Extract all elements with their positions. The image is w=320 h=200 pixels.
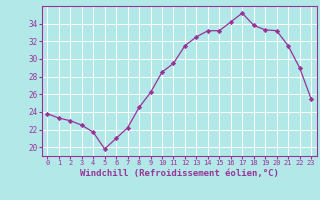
X-axis label: Windchill (Refroidissement éolien,°C): Windchill (Refroidissement éolien,°C) [80, 169, 279, 178]
